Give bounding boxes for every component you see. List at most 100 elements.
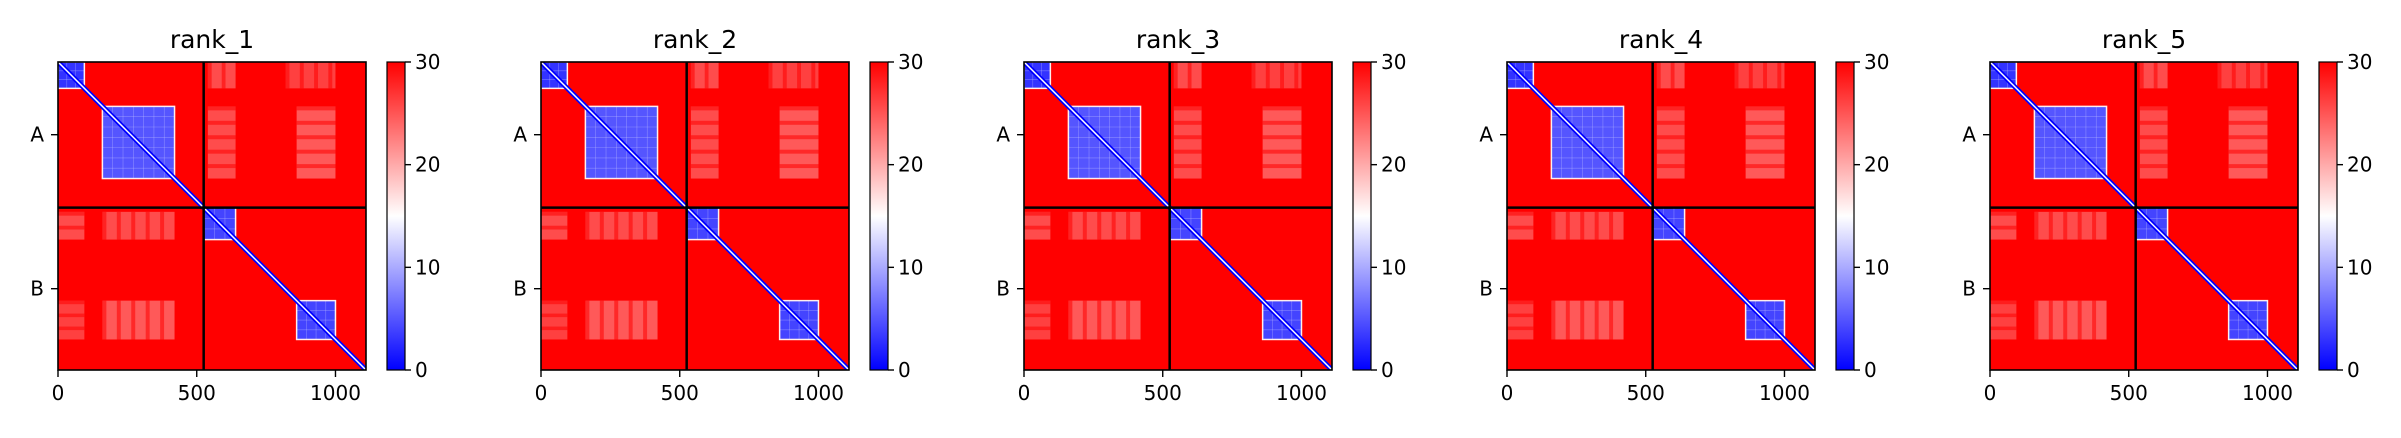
axes-frame — [540, 61, 850, 371]
off-diagonal-cell-5 — [1068, 211, 1141, 240]
off-diagonal-stripe — [2228, 120, 2268, 125]
off-diagonal-stripe — [296, 164, 336, 169]
x-tick-label: 1000 — [1276, 381, 1327, 405]
off-diagonal-cell-3 — [296, 106, 336, 179]
off-diagonal-stripe — [58, 211, 85, 216]
x-tick-label: 500 — [2110, 381, 2148, 405]
off-diagonal-cell-1 — [1734, 62, 1785, 89]
off-diagonal-stripe — [1745, 149, 1785, 154]
colorbar-tick-label: 0 — [1864, 358, 1877, 382]
chain-label-A: A — [996, 123, 1010, 147]
off-diagonal-stripe — [2228, 106, 2268, 111]
off-diagonal-stripe — [1097, 211, 1102, 240]
off-diagonal-stripe — [296, 120, 336, 125]
off-diagonal-stripe — [1656, 106, 1685, 111]
colorbar-tick-label: 20 — [898, 153, 923, 177]
x-tick-label: 500 — [1627, 381, 1665, 405]
off-diagonal-stripe — [102, 300, 107, 340]
diagonal-highlight — [1990, 62, 2298, 370]
off-diagonal-stripe — [1609, 300, 1614, 340]
off-diagonal-cell-0 — [1656, 62, 1685, 89]
off-diagonal-stripe — [1580, 211, 1585, 240]
off-diagonal-stripe — [2139, 135, 2168, 140]
panel-title: rank_4 — [1619, 25, 1703, 54]
colorbar-tick-label: 30 — [415, 50, 440, 74]
off-diagonal-stripe — [207, 120, 236, 125]
off-diagonal-cell-7 — [585, 300, 658, 340]
off-diagonal-cell-fill — [1990, 300, 2017, 340]
off-diagonal-stripe — [541, 300, 568, 305]
off-diagonal-stripe — [1656, 135, 1685, 140]
x-tick-label: 1000 — [793, 381, 844, 405]
off-diagonal-stripe — [1656, 164, 1685, 169]
off-diagonal-stripe — [690, 106, 719, 111]
off-diagonal-stripe — [1745, 120, 1785, 125]
off-diagonal-stripe — [2063, 300, 2068, 340]
off-diagonal-stripe — [628, 211, 633, 240]
off-diagonal-stripe — [782, 62, 787, 89]
off-diagonal-cell-1 — [768, 62, 819, 89]
off-diagonal-stripe — [1262, 120, 1302, 125]
chain-label-B: B — [1479, 277, 1493, 301]
off-diagonal-stripe — [779, 106, 819, 111]
off-diagonal-stripe — [1024, 225, 1051, 230]
panel-title: rank_3 — [1136, 25, 1220, 54]
off-diagonal-cell-6 — [1990, 300, 2017, 340]
off-diagonal-stripe — [614, 300, 619, 340]
off-diagonal-cell-4 — [541, 211, 568, 240]
off-diagonal-cell-5 — [1551, 211, 1624, 240]
x-tick-label: 1000 — [2242, 381, 2293, 405]
off-diagonal-cell-3 — [2228, 106, 2268, 179]
off-diagonal-cell-1 — [1251, 62, 1302, 89]
off-diagonal-stripe — [131, 211, 136, 240]
off-diagonal-stripe — [1507, 313, 1534, 318]
heatmap — [58, 62, 366, 370]
off-diagonal-stripe — [221, 62, 226, 89]
off-diagonal-stripe — [1748, 62, 1753, 89]
off-diagonal-cell-5 — [2034, 211, 2107, 240]
x-tick-label: 500 — [178, 381, 216, 405]
colorbar — [386, 61, 406, 371]
colorbar-tick-label: 30 — [898, 50, 923, 74]
x-tick-label: 0 — [535, 381, 548, 405]
off-diagonal-stripe — [797, 62, 801, 89]
off-diagonal-stripe — [1763, 62, 1767, 89]
off-diagonal-stripe — [58, 313, 85, 318]
colorbar-tick-label: 20 — [415, 153, 440, 177]
off-diagonal-stripe — [1990, 313, 2017, 318]
off-diagonal-stripe — [690, 62, 695, 89]
off-diagonal-cell-fill — [58, 300, 85, 340]
x-tick-label: 1000 — [310, 381, 361, 405]
off-diagonal-stripe — [1745, 135, 1785, 140]
off-diagonal-cell-6 — [1507, 300, 1534, 340]
off-diagonal-stripe — [1294, 62, 1299, 89]
off-diagonal-stripe — [160, 211, 165, 240]
panel-rank_3: rank_3 0 500 1000 A B 0 10 20 30 — [996, 25, 1406, 405]
colorbar-tick-label: 0 — [2347, 358, 2360, 382]
colorbar-tick-label: 0 — [898, 358, 911, 382]
chain-label-A: A — [1479, 123, 1493, 147]
colorbar — [1835, 61, 1855, 371]
off-diagonal-stripe — [1262, 135, 1302, 140]
off-diagonal-stripe — [1187, 62, 1192, 89]
domain-block-edge — [101, 105, 176, 180]
diagonal-highlight — [1024, 62, 1332, 370]
off-diagonal-stripe — [1262, 106, 1302, 111]
off-diagonal-stripe — [1097, 300, 1102, 340]
off-diagonal-stripe — [1656, 120, 1685, 125]
off-diagonal-stripe — [296, 149, 336, 154]
off-diagonal-stripe — [2063, 211, 2068, 240]
x-tick-label: 0 — [1018, 381, 1031, 405]
colorbar-tick-label: 10 — [1864, 255, 1889, 279]
heatmap — [1024, 62, 1332, 370]
off-diagonal-stripe — [1551, 211, 1556, 240]
off-diagonal-stripe — [599, 300, 604, 340]
colorbar-tick-label: 10 — [415, 255, 440, 279]
off-diagonal-stripe — [58, 326, 85, 331]
off-diagonal-stripe — [1551, 300, 1556, 340]
domain-block-edge — [2033, 105, 2108, 180]
off-diagonal-stripe — [285, 62, 290, 89]
off-diagonal-cell-fill — [1507, 300, 1534, 340]
domain-block-edge — [584, 105, 659, 180]
